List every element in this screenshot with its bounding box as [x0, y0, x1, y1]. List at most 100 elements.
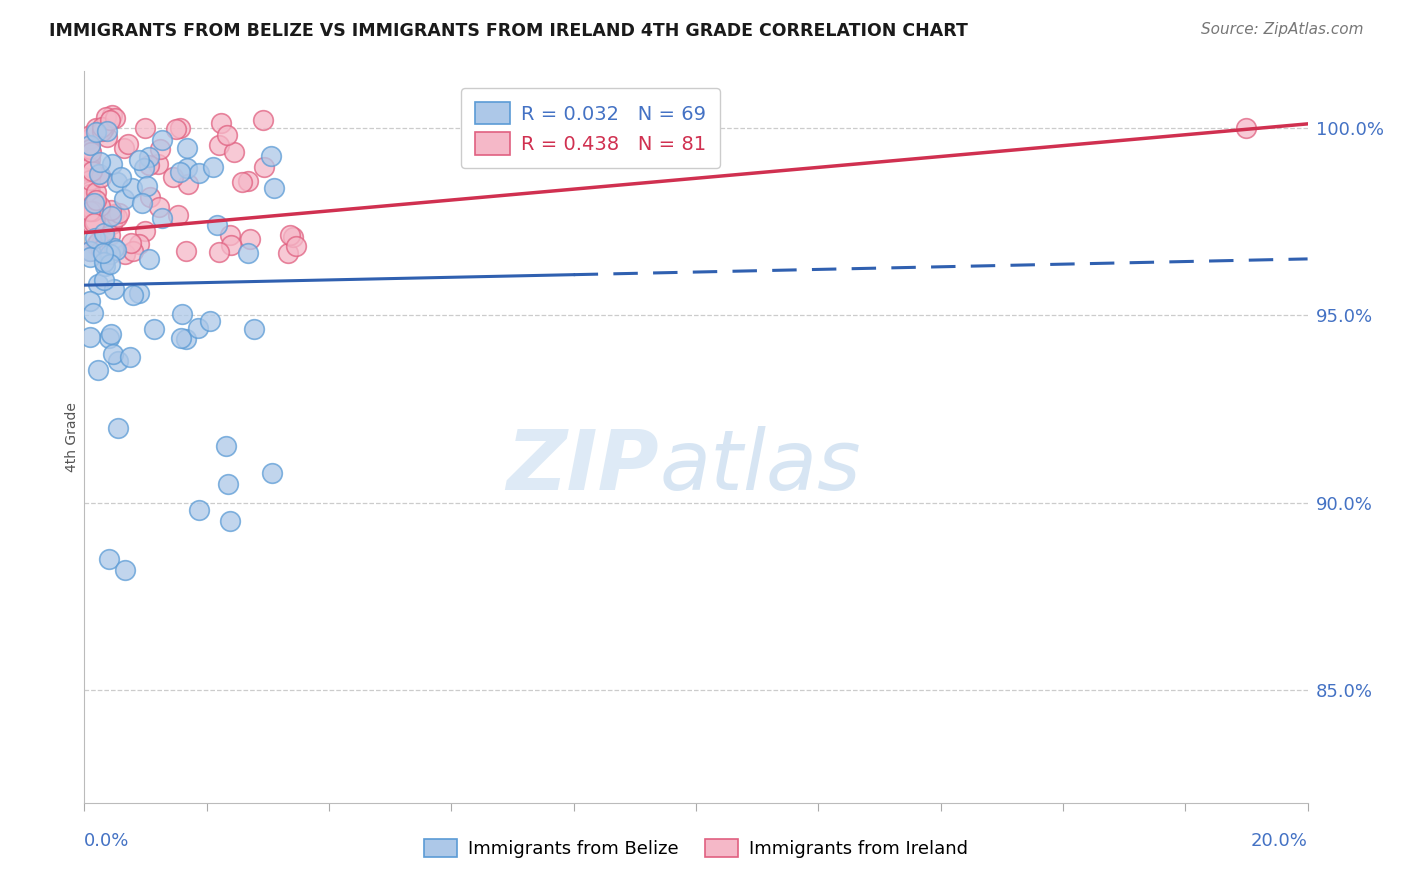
Point: [122, 244, 145, 259]
Point: [117, 136, 139, 151]
Point: [169, 165, 191, 179]
Point: [174, 244, 197, 259]
Point: [138, 252, 160, 266]
Point: [91, 120, 114, 135]
Point: [170, 331, 193, 345]
Point: [201, 161, 224, 175]
Point: [262, 466, 284, 480]
Point: [98, 247, 121, 261]
Point: [176, 141, 198, 155]
Point: [105, 210, 128, 224]
Point: [128, 153, 150, 168]
Point: [263, 181, 285, 195]
Point: [114, 246, 136, 260]
Point: [107, 175, 129, 189]
Point: [89, 199, 111, 213]
Point: [100, 202, 122, 217]
Point: [84, 185, 107, 199]
Point: [86, 238, 108, 252]
Point: [94, 230, 117, 244]
Point: [236, 246, 259, 260]
Point: [143, 322, 166, 336]
Point: [79, 132, 101, 146]
Point: [131, 196, 153, 211]
Point: [149, 142, 172, 156]
Point: [79, 203, 101, 218]
Point: [215, 440, 238, 454]
Point: [138, 158, 160, 172]
Point: [83, 231, 105, 245]
Point: [138, 150, 160, 164]
Point: [253, 160, 276, 174]
Point: [100, 210, 122, 224]
Point: [79, 142, 101, 156]
Point: [128, 237, 150, 252]
Point: [82, 197, 104, 211]
Point: [80, 164, 103, 178]
Point: [252, 113, 274, 128]
Point: [103, 207, 125, 221]
Point: [114, 563, 136, 577]
Text: atlas: atlas: [659, 425, 860, 507]
Point: [107, 354, 129, 368]
Point: [79, 244, 101, 258]
Point: [169, 121, 191, 136]
Point: [208, 138, 231, 153]
Point: [82, 306, 104, 320]
Point: [176, 161, 198, 176]
Point: [79, 128, 101, 142]
Point: [277, 245, 299, 260]
Text: 20.0%: 20.0%: [1251, 832, 1308, 850]
Point: [79, 138, 101, 153]
Y-axis label: 4th Grade: 4th Grade: [65, 402, 79, 472]
Point: [100, 113, 122, 128]
Point: [96, 110, 118, 124]
Point: [93, 273, 115, 287]
Point: [239, 232, 262, 246]
Point: [84, 120, 107, 135]
Point: [132, 161, 155, 176]
Point: [167, 208, 190, 222]
Point: [87, 167, 110, 181]
Point: [79, 329, 101, 343]
Point: [121, 236, 143, 251]
Point: [91, 246, 114, 260]
Point: [84, 193, 107, 207]
Point: [79, 250, 101, 264]
Point: [224, 145, 246, 159]
Point: [170, 307, 193, 321]
Point: [108, 206, 131, 220]
Point: [96, 129, 118, 144]
Point: [79, 152, 101, 166]
Text: 0.0%: 0.0%: [84, 832, 129, 850]
Point: [79, 186, 101, 201]
Point: [80, 145, 103, 159]
Point: [231, 175, 253, 189]
Point: [84, 125, 107, 139]
Legend: R = 0.032   N = 69, R = 0.438   N = 81: R = 0.032 N = 69, R = 0.438 N = 81: [461, 88, 720, 169]
Point: [209, 116, 232, 130]
Point: [122, 288, 145, 302]
Point: [146, 157, 169, 171]
Point: [79, 131, 101, 145]
Point: [105, 243, 128, 257]
Point: [138, 190, 160, 204]
Point: [136, 178, 159, 193]
Point: [98, 257, 121, 271]
Point: [104, 112, 127, 126]
Point: [121, 181, 143, 195]
Point: [98, 228, 121, 243]
Point: [1236, 120, 1258, 135]
Point: [278, 228, 301, 243]
Point: [150, 132, 173, 146]
Point: [103, 347, 125, 361]
Point: [96, 124, 118, 138]
Point: [87, 235, 110, 249]
Point: [82, 204, 104, 219]
Point: [162, 170, 184, 185]
Point: [101, 108, 124, 122]
Point: [112, 192, 135, 206]
Point: [128, 285, 150, 300]
Point: [101, 157, 124, 171]
Point: [89, 155, 111, 169]
